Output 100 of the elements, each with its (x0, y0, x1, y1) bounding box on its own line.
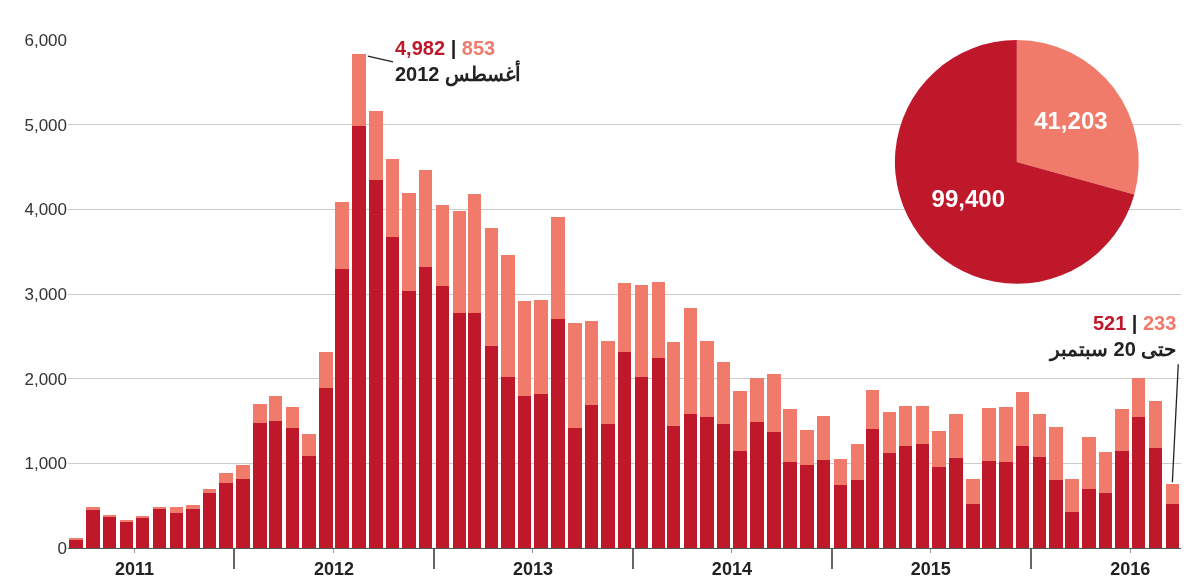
bar (467, 312, 482, 548)
bar (369, 111, 383, 180)
bar (102, 516, 117, 548)
bar (302, 455, 316, 548)
bar (651, 357, 666, 548)
bar (850, 480, 864, 548)
bar (1065, 479, 1079, 512)
bar (86, 507, 100, 510)
y-tick-label: 5,000 (24, 115, 67, 135)
bar (268, 396, 283, 421)
bar (285, 427, 300, 548)
bar (1049, 480, 1063, 548)
bar (700, 416, 714, 548)
bar (783, 409, 797, 463)
bar (800, 430, 814, 466)
bar (716, 423, 731, 548)
bar (1165, 503, 1179, 548)
bar (999, 461, 1013, 548)
y-tick-label: 0 (57, 538, 67, 558)
bar (203, 488, 217, 493)
bar (1148, 448, 1163, 548)
bar (833, 459, 848, 486)
bar (102, 514, 117, 517)
bar (253, 404, 267, 423)
x-tick-label: 2014 (711, 558, 752, 579)
bar (617, 282, 632, 352)
y-tick-label: 2,000 (24, 369, 67, 389)
bar (402, 193, 416, 292)
bar (982, 460, 996, 548)
bar (750, 377, 764, 422)
bar (319, 352, 333, 388)
pie-slice (1016, 40, 1139, 195)
bar (733, 391, 747, 451)
x-tick-label: 2016 (1110, 558, 1151, 579)
x-tick-label: 2013 (512, 558, 553, 579)
bar (899, 446, 913, 548)
bar (1115, 409, 1129, 451)
bar (966, 503, 980, 548)
bar (352, 126, 366, 548)
y-tick-label: 6,000 (24, 30, 67, 50)
bar (435, 285, 450, 548)
bar (800, 465, 814, 548)
bar (169, 513, 184, 548)
bar (452, 313, 467, 548)
bar (568, 322, 582, 428)
bar (1082, 437, 1096, 489)
bar (551, 319, 565, 548)
bar (767, 373, 781, 433)
bar (186, 509, 200, 548)
bar (568, 427, 582, 548)
bar (152, 508, 167, 548)
y-tick-label: 1,000 (24, 454, 67, 474)
bar (1082, 488, 1096, 548)
bar (119, 521, 134, 548)
bar (86, 509, 100, 548)
bar (169, 507, 184, 514)
bar (352, 53, 366, 127)
bar (1065, 511, 1079, 548)
bar (1049, 426, 1063, 481)
bar (518, 300, 532, 396)
bar (501, 376, 515, 548)
bar (932, 466, 946, 548)
bar (915, 443, 930, 548)
bar (949, 458, 963, 548)
bar (634, 376, 649, 548)
bar (319, 387, 333, 548)
bar (882, 411, 897, 454)
bar (385, 158, 400, 238)
bar (518, 395, 532, 548)
bar (1015, 445, 1030, 548)
bar (700, 340, 714, 417)
bar (634, 284, 649, 377)
bar (418, 266, 433, 548)
bar (915, 405, 930, 444)
bar (899, 405, 913, 447)
pie-slice (895, 40, 1135, 284)
bar (882, 453, 897, 548)
bar (402, 291, 416, 548)
bar (484, 227, 499, 347)
bar (203, 492, 217, 548)
bar (236, 478, 250, 548)
bar (69, 539, 83, 548)
bar (865, 428, 880, 548)
bar (385, 237, 400, 548)
bar (418, 170, 433, 267)
bar (982, 408, 996, 461)
x-tick-label: 2011 (114, 558, 155, 579)
bar (683, 414, 698, 548)
bar (683, 307, 698, 415)
bar (932, 431, 946, 467)
bar (534, 299, 548, 394)
bar (584, 404, 598, 548)
bar (186, 504, 200, 510)
bar (551, 216, 565, 320)
bar (268, 421, 283, 548)
bar (816, 459, 831, 548)
bar (767, 432, 781, 548)
bar (467, 194, 482, 313)
bar (135, 517, 150, 548)
bar (850, 443, 864, 481)
